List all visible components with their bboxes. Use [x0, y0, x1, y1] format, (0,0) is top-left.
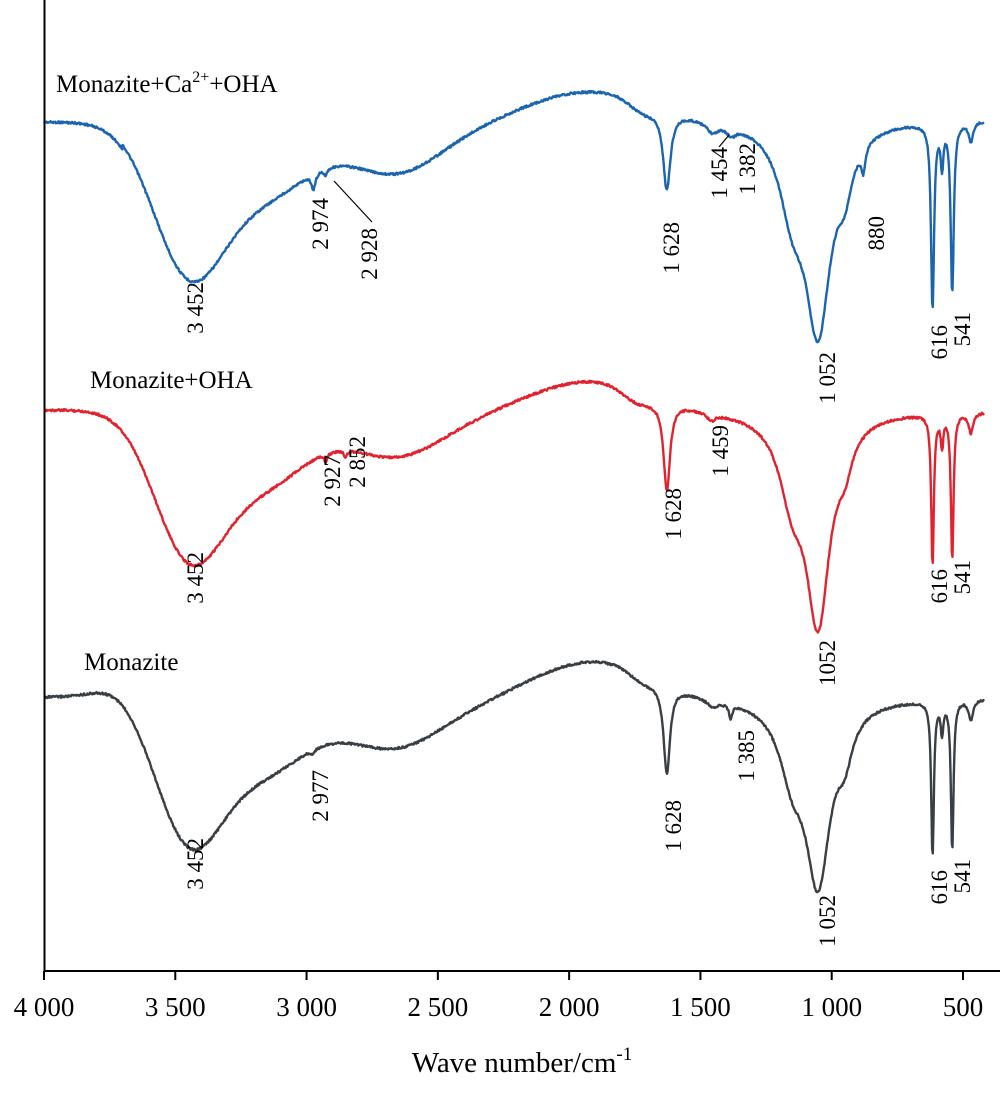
peak-leader-line: [333, 180, 373, 223]
x-tick-label: 1 500: [670, 992, 731, 1022]
peak-label-ca_oha-541: 541: [950, 312, 975, 347]
peak-label-ca_oha-2974: 2 974: [308, 198, 333, 250]
peak-label-oha-2927: 2 927: [320, 455, 345, 507]
x-tick-label: 1 000: [801, 992, 862, 1022]
spectra-curves: [42, 89, 985, 894]
peak-label-monazite-616: 616: [927, 870, 952, 905]
peak-label-oha-1052: 1052: [815, 640, 840, 686]
peak-label-ca_oha-3452: 3 452: [183, 282, 208, 334]
peak-label-monazite-2977: 2 977: [308, 770, 333, 822]
peak-label-oha-541: 541: [950, 560, 975, 595]
x-tick-label: 4 000: [14, 992, 75, 1022]
x-axis-title-text: Wave number/cm: [412, 1047, 617, 1079]
peak-label-monazite-1628: 1 628: [661, 800, 686, 852]
series-label-oha: Monazite+OHA: [90, 367, 253, 394]
peak-label-ca_oha-1628: 1 628: [659, 222, 684, 274]
x-ticks: 4 000 3 500 3 000 2 500 2 000 1 500 1 000 500: [14, 971, 984, 1022]
series-label-main: Monazite+OHA: [90, 367, 253, 394]
peak-label-monazite-1385: 1 385: [734, 730, 759, 782]
peak-label-ca_oha-1454: 1 454: [707, 147, 732, 199]
series-line-oha: [43, 379, 985, 634]
peak-annotations: Monazite+Ca2++OHA Monazite+OHA Monazite 3 4…: [56, 69, 975, 947]
x-axis-title: Wave number/cm-1: [412, 1044, 632, 1079]
x-tick-label: 2 500: [407, 992, 468, 1022]
peak-label-oha-2852: 2 852: [345, 436, 370, 488]
series-label-main: Monazite+Ca: [56, 71, 192, 98]
series-line-ca_oha: [42, 89, 985, 344]
peak-label-ca_oha-1052: 1 052: [815, 352, 840, 404]
x-tick-label: 500: [943, 992, 984, 1022]
peak-label-oha-616: 616: [927, 569, 952, 604]
x-tick-label: 2 000: [539, 992, 600, 1022]
peak-label-monazite-3452: 3 452: [183, 838, 208, 890]
series-label-main: Monazite: [84, 649, 178, 676]
peak-label-monazite-1052: 1 052: [815, 895, 840, 947]
peak-label-monazite-541: 541: [950, 859, 975, 894]
series-label-monazite: Monazite: [84, 649, 178, 676]
peak-label-oha-1459: 1 459: [708, 425, 733, 477]
series-label-ca_oha: Monazite+Ca2++OHA: [56, 69, 278, 98]
peak-label-oha-1628: 1 628: [661, 488, 686, 540]
axes: [43, 0, 1000, 972]
peak-label-ca_oha-2928: 2 928: [357, 228, 382, 280]
series-line-monazite: [43, 659, 985, 894]
series-label-tail: +OHA: [209, 71, 277, 98]
series-label-superscript: 2+: [192, 69, 209, 86]
peak-leader-line: [718, 134, 730, 148]
peak-label-oha-3452: 3 452: [183, 552, 208, 604]
peak-label-ca_oha-616: 616: [927, 325, 952, 360]
x-axis-title-superscript: -1: [616, 1044, 632, 1065]
x-tick-label: 3 000: [276, 992, 337, 1022]
peak-label-ca_oha-880: 880: [864, 216, 889, 251]
peak-label-ca_oha-1382: 1 382: [735, 143, 760, 195]
x-tick-label: 3 500: [145, 992, 206, 1022]
